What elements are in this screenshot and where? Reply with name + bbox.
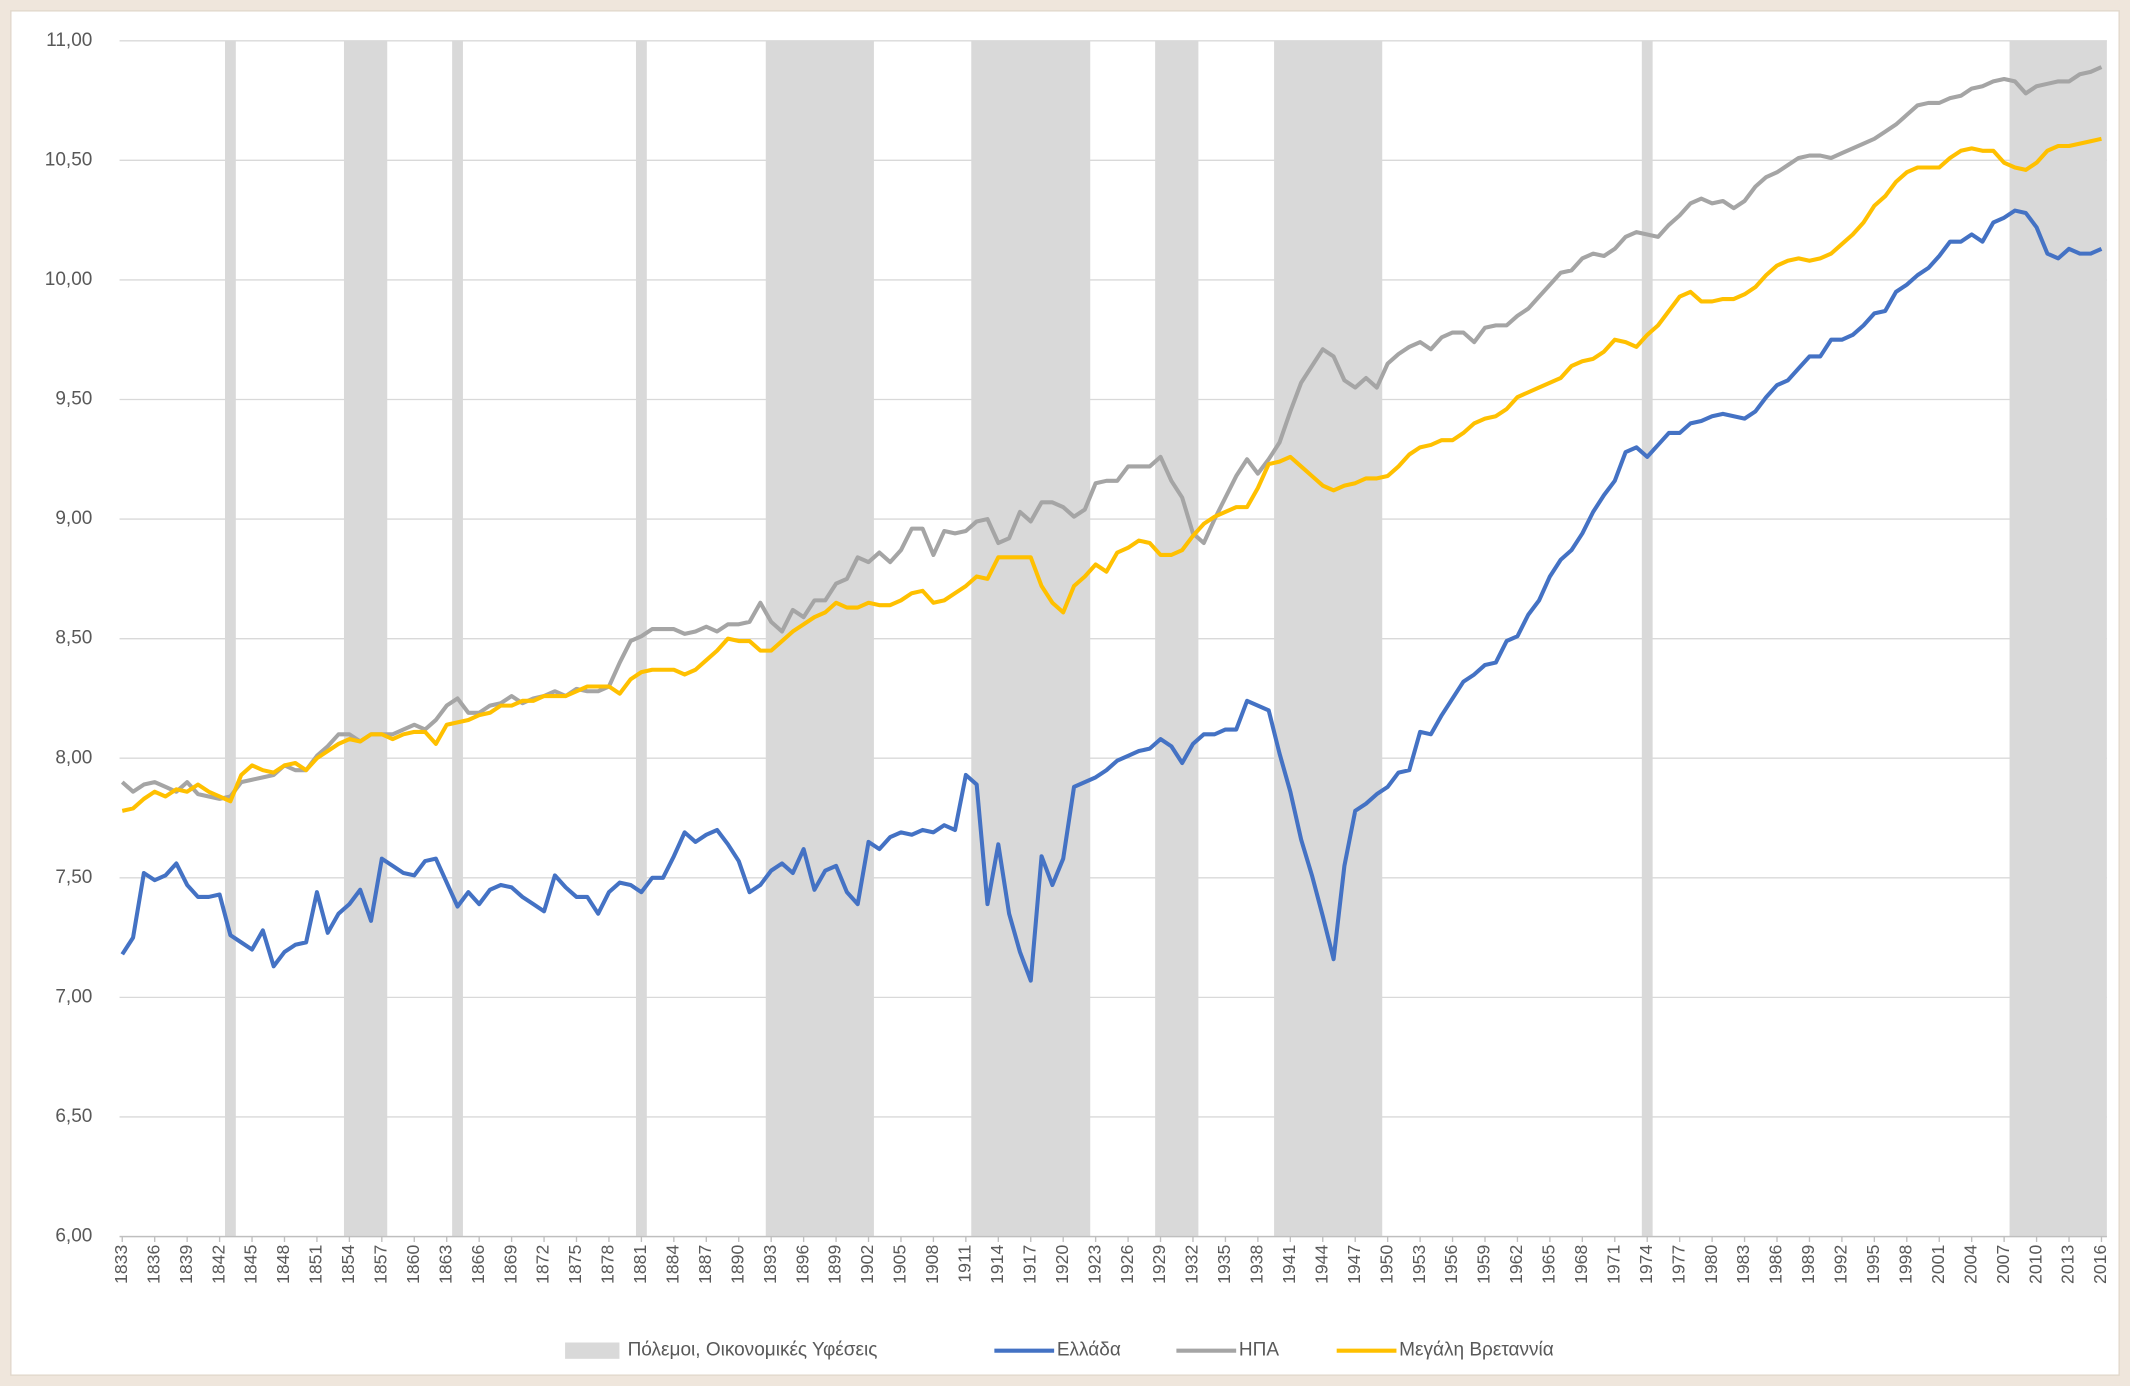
x-tick-label: 1899: [825, 1245, 845, 1284]
x-tick-label: 1950: [1376, 1245, 1396, 1284]
x-tick-label: 1956: [1441, 1245, 1461, 1284]
series-line: [120, 208, 2103, 983]
x-tick-label: 2013: [2058, 1245, 2078, 1284]
x-tick-label: 1911: [955, 1245, 975, 1283]
legend-label: ΗΠΑ: [1239, 1340, 1279, 1361]
x-tick-label: 1965: [1539, 1245, 1559, 1284]
x-tick-label: 1953: [1409, 1245, 1429, 1284]
band: [1274, 40, 1383, 1237]
x-tick-label: 1887: [695, 1245, 715, 1284]
x-tick-label: 2004: [1960, 1245, 1980, 1284]
x-tick-label: 1875: [565, 1245, 585, 1284]
x-tick-label: 1842: [208, 1245, 228, 1284]
x-tick-label: 1941: [1279, 1245, 1299, 1284]
band: [1641, 40, 1653, 1237]
band: [343, 40, 388, 1237]
y-tick-label: 9,50: [55, 389, 92, 410]
x-tick-label: 1884: [663, 1245, 683, 1284]
x-tick-label: 1977: [1668, 1245, 1688, 1284]
x-tick-label: 1872: [533, 1245, 553, 1284]
y-tick-label: 7,50: [55, 867, 92, 888]
x-tick-label: 1845: [241, 1245, 261, 1284]
x-tick-label: 1833: [111, 1245, 131, 1284]
x-tick-label: 1905: [890, 1245, 910, 1284]
x-tick-label: 1935: [1214, 1245, 1234, 1284]
legend-swatch: [565, 1342, 620, 1359]
band: [1155, 40, 1199, 1237]
x-tick-label: 2010: [2025, 1245, 2045, 1284]
x-tick-label: 1854: [338, 1245, 358, 1284]
y-tick-label: 6,50: [55, 1106, 92, 1127]
x-tick-label: 1926: [1117, 1245, 1137, 1284]
legend-label: Ελλάδα: [1057, 1340, 1121, 1361]
series-line: [121, 136, 2102, 813]
x-tick-label: 1836: [143, 1245, 163, 1284]
x-tick-label: 1878: [598, 1245, 618, 1284]
y-tick-label: 8,00: [55, 747, 92, 768]
x-tick-label: 1902: [857, 1245, 877, 1284]
x-tick-label: 1974: [1636, 1245, 1656, 1284]
x-tick-label: 1890: [727, 1245, 747, 1284]
series-line: [120, 65, 2103, 801]
x-tick-label: 1917: [1019, 1245, 1039, 1284]
x-tick-label: 1881: [630, 1245, 650, 1284]
x-tick-label: 1851: [306, 1245, 326, 1284]
band: [452, 40, 463, 1237]
y-tick-label: 11,00: [46, 30, 92, 51]
x-tick-label: 2001: [1928, 1245, 1948, 1284]
y-tick-label: 6,00: [55, 1226, 92, 1247]
x-tick-label: 1959: [1474, 1245, 1494, 1284]
x-tick-label: 1914: [987, 1245, 1007, 1284]
x-tick-label: 1860: [403, 1245, 423, 1284]
x-tick-label: 1848: [273, 1245, 293, 1284]
x-tick-label: 1986: [1766, 1245, 1786, 1284]
y-tick-label: 10,50: [45, 149, 93, 170]
x-tick-label: 1938: [1247, 1245, 1267, 1284]
y-tick-label: 8,50: [55, 628, 92, 649]
y-tick-label: 10,00: [45, 269, 93, 290]
x-tick-label: 1944: [1311, 1245, 1331, 1284]
band: [2009, 40, 2107, 1237]
y-tick-label: 9,00: [55, 508, 92, 529]
x-tick-label: 1998: [1895, 1245, 1915, 1284]
x-tick-label: 2007: [1993, 1245, 2013, 1284]
x-tick-label: 1869: [500, 1245, 520, 1284]
legend-label: Πόλεμοι, Οικονομικές Υφέσεις: [628, 1340, 878, 1361]
x-tick-label: 1857: [371, 1245, 391, 1284]
legend-label: Μεγάλη Βρεταννία: [1399, 1340, 1554, 1361]
x-tick-label: 1947: [1344, 1245, 1364, 1284]
x-tick-label: 1839: [176, 1245, 196, 1284]
x-tick-label: 2016: [2090, 1245, 2110, 1284]
band: [971, 40, 1091, 1237]
x-tick-label: 1863: [435, 1245, 455, 1284]
x-tick-label: 1920: [1052, 1245, 1072, 1284]
x-tick-label: 1923: [1084, 1245, 1104, 1284]
x-tick-label: 1992: [1831, 1245, 1851, 1284]
x-tick-label: 1983: [1733, 1245, 1753, 1284]
x-tick-label: 1980: [1701, 1245, 1721, 1284]
x-tick-label: 1995: [1863, 1245, 1883, 1284]
x-tick-label: 1866: [468, 1245, 488, 1284]
y-tick-label: 7,00: [55, 986, 92, 1007]
x-tick-label: 1932: [1182, 1245, 1202, 1284]
x-tick-label: 1896: [792, 1245, 812, 1284]
band: [635, 40, 647, 1237]
x-tick-label: 1971: [1603, 1245, 1623, 1284]
x-tick-label: 1989: [1798, 1245, 1818, 1284]
band: [225, 40, 236, 1237]
x-tick-label: 1929: [1149, 1245, 1169, 1284]
x-tick-label: 1893: [760, 1245, 780, 1284]
x-tick-label: 1962: [1506, 1245, 1526, 1284]
x-tick-label: 1908: [922, 1245, 942, 1284]
x-tick-label: 1968: [1571, 1245, 1591, 1284]
